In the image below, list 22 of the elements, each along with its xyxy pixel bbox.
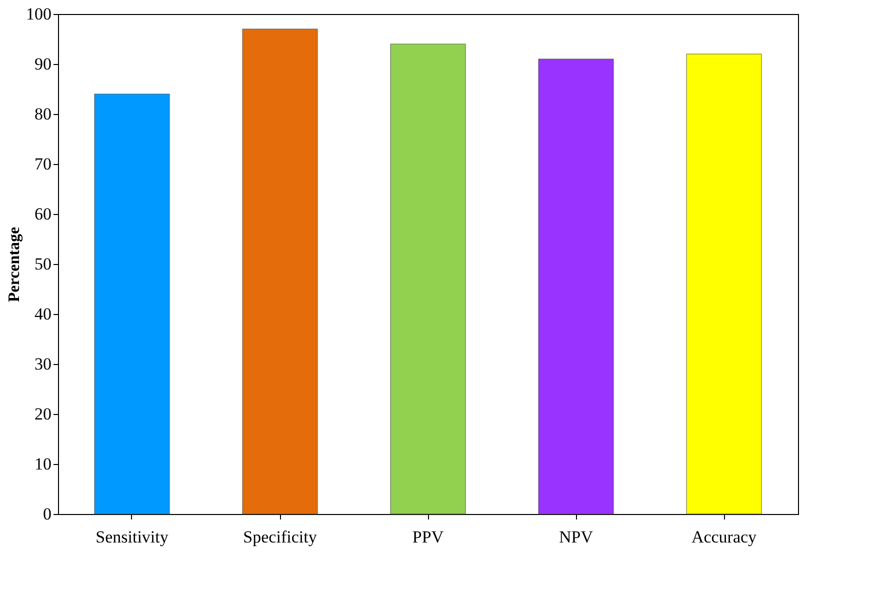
x-tick-label: Accuracy — [691, 528, 758, 546]
bar — [94, 94, 170, 514]
x-tick-label: Specificity — [243, 528, 318, 546]
y-tick-label: 90 — [34, 54, 52, 74]
y-tick-label: 20 — [34, 404, 52, 424]
y-tick-label: 10 — [34, 454, 52, 474]
x-tick-label: PPV — [412, 528, 444, 546]
bar — [538, 58, 614, 514]
bar — [686, 54, 762, 514]
bar — [390, 44, 466, 514]
y-tick-label: 60 — [34, 204, 52, 224]
y-tick-label: 70 — [34, 154, 52, 174]
y-tick-label: 80 — [34, 104, 52, 124]
y-tick-label: 50 — [34, 254, 52, 274]
bar — [242, 28, 318, 514]
y-tick-label: 0 — [43, 504, 52, 524]
y-tick-label: 100 — [26, 4, 52, 24]
y-tick-label: 40 — [34, 304, 52, 324]
y-axis-title: Percentage — [6, 226, 23, 302]
x-tick-label: NPV — [558, 528, 594, 546]
x-tick-label: Sensitivity — [96, 528, 169, 546]
y-tick-label: 30 — [34, 354, 52, 374]
